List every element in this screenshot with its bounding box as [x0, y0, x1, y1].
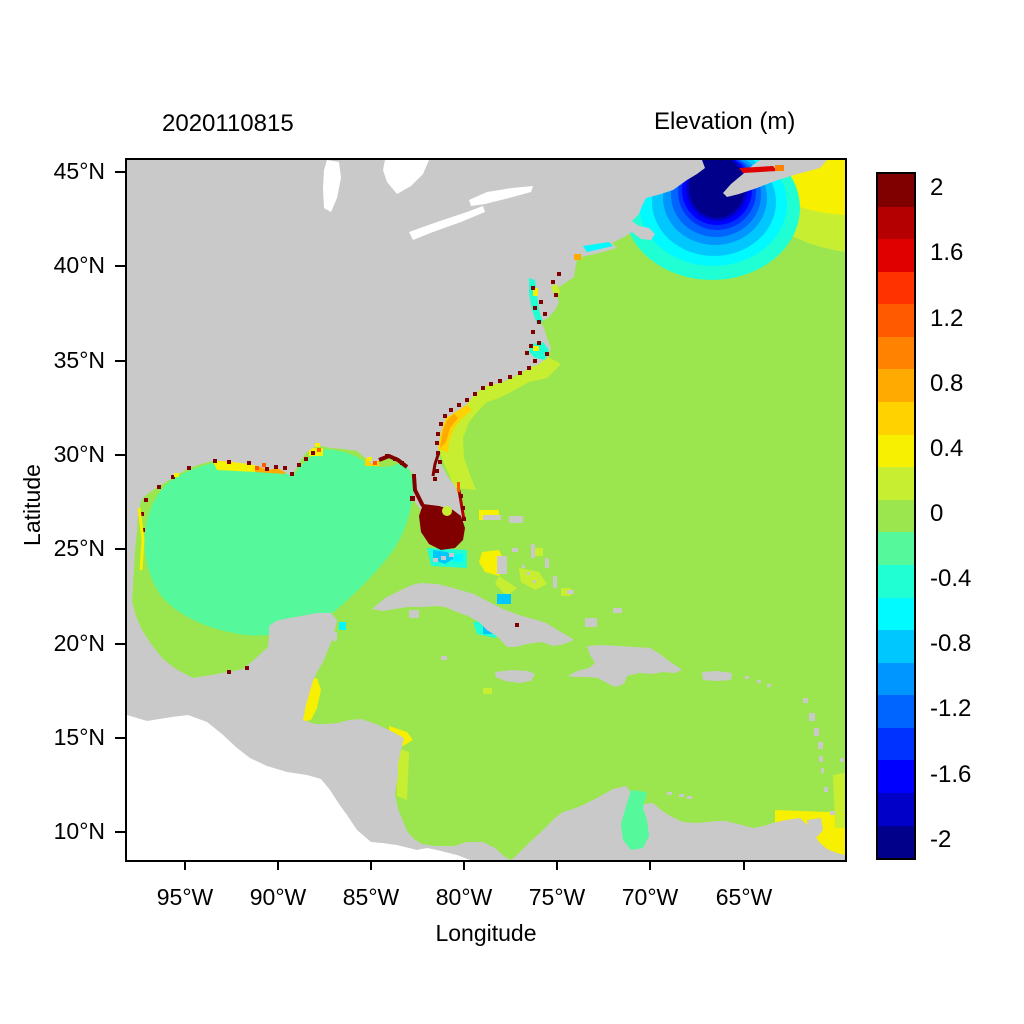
y-axis-title: Latitude	[19, 464, 45, 546]
colorbar	[876, 172, 916, 860]
coastal-max-speckles	[140, 272, 561, 674]
y-tick-mark	[115, 171, 125, 173]
y-tick-label: 25°N	[53, 535, 105, 561]
y-tick-mark	[115, 548, 125, 550]
x-tick-mark	[743, 860, 745, 870]
colorbar-segment	[878, 564, 914, 598]
colorbar-segment	[878, 695, 914, 728]
colorbar-segment	[878, 271, 914, 305]
y-tick-label: 35°N	[53, 347, 105, 373]
minas-basin-max	[739, 165, 784, 173]
maracaibo-patch	[621, 790, 649, 850]
colorbar-tick-label: -2	[930, 826, 952, 853]
x-tick-label: 90°W	[249, 884, 307, 910]
colorbar-segment	[878, 662, 914, 696]
y-tick-label: 30°N	[53, 441, 105, 467]
x-tick-label: 65°W	[715, 884, 773, 910]
colorbar-tick-label: -1.2	[930, 695, 972, 722]
y-tick-mark	[115, 265, 125, 267]
y-tick-mark	[115, 831, 125, 833]
y-tick-mark	[115, 454, 125, 456]
x-tick-mark	[556, 860, 558, 870]
south-florida-patches	[412, 475, 467, 568]
colorbar-segment	[878, 304, 914, 337]
colorbar-segment	[878, 597, 914, 631]
y-tick-label: 20°N	[53, 630, 105, 656]
colorbar-tick-label: 1.6	[930, 239, 964, 266]
x-tick-label: 70°W	[621, 884, 679, 910]
colorbar-segment	[878, 825, 914, 859]
trinidad-land	[807, 818, 823, 837]
y-tick-mark	[115, 360, 125, 362]
colorbar-segment	[878, 369, 914, 403]
colorbar-tick-label: 2	[930, 174, 944, 201]
colorbar-segments	[878, 174, 914, 859]
colorbar-segment	[878, 532, 914, 565]
colorbar-tick-label: -0.4	[930, 565, 972, 592]
y-tick-label: 15°N	[53, 724, 105, 750]
colorbar-tick-label: 0	[930, 500, 944, 527]
colorbar-segment	[878, 336, 914, 370]
coastal-orange-speckles	[255, 448, 460, 492]
pacific-nodata	[127, 715, 470, 860]
x-tick-mark	[463, 860, 465, 870]
map-plot	[125, 158, 847, 862]
y-tick-mark	[115, 737, 125, 739]
coastal-yellow-speckles	[137, 443, 372, 571]
map-canvas	[127, 160, 845, 860]
colorbar-segment	[878, 792, 914, 826]
y-tick-mark	[115, 643, 125, 645]
colorbar-segment	[878, 727, 914, 761]
x-tick-mark	[277, 860, 279, 870]
date-label: 2020110815	[162, 110, 294, 137]
x-tick-mark	[370, 860, 372, 870]
great-lakes	[323, 160, 533, 240]
colorbar-segment	[878, 206, 914, 240]
x-tick-label: 80°W	[435, 884, 493, 910]
x-tick-mark	[649, 860, 651, 870]
gulf-of-mexico-patch	[144, 449, 414, 636]
jamaica-land	[495, 670, 535, 683]
colorbar-segment	[878, 174, 914, 207]
colorbar-segment	[878, 499, 914, 533]
colorbar-segment	[878, 239, 914, 272]
x-tick-mark	[184, 860, 186, 870]
colorbar-tick-label: 0.4	[930, 435, 964, 462]
colorbar-segment	[878, 434, 914, 468]
north-south-america-land	[127, 160, 845, 860]
y-tick-label: 45°N	[53, 158, 105, 184]
colorbar-segment	[878, 760, 914, 793]
colorbar-tick-label: -0.8	[930, 630, 972, 657]
puerto-rico-land	[702, 671, 732, 681]
x-tick-label: 85°W	[342, 884, 400, 910]
colorbar-segment	[878, 402, 914, 435]
y-tick-label: 10°N	[53, 818, 105, 844]
colorbar-tick-label: 0.8	[930, 370, 964, 397]
x-axis-title: Longitude	[435, 920, 537, 946]
hispaniola-land	[568, 645, 682, 687]
colorbar-tick-label: 1.2	[930, 305, 964, 332]
cuba-land	[372, 583, 574, 647]
x-tick-label: 75°W	[528, 884, 586, 910]
everglades-max-blob	[419, 504, 465, 550]
southeast-us-coastal-band	[438, 357, 561, 490]
x-tick-label: 95°W	[156, 884, 214, 910]
colorbar-title: Elevation (m)	[654, 108, 796, 135]
y-tick-label: 40°N	[53, 252, 105, 278]
islands-layer	[333, 515, 844, 837]
colorbar-tick-label: -1.6	[930, 761, 972, 788]
colorbar-segment	[878, 467, 914, 500]
colorbar-segment	[878, 630, 914, 663]
